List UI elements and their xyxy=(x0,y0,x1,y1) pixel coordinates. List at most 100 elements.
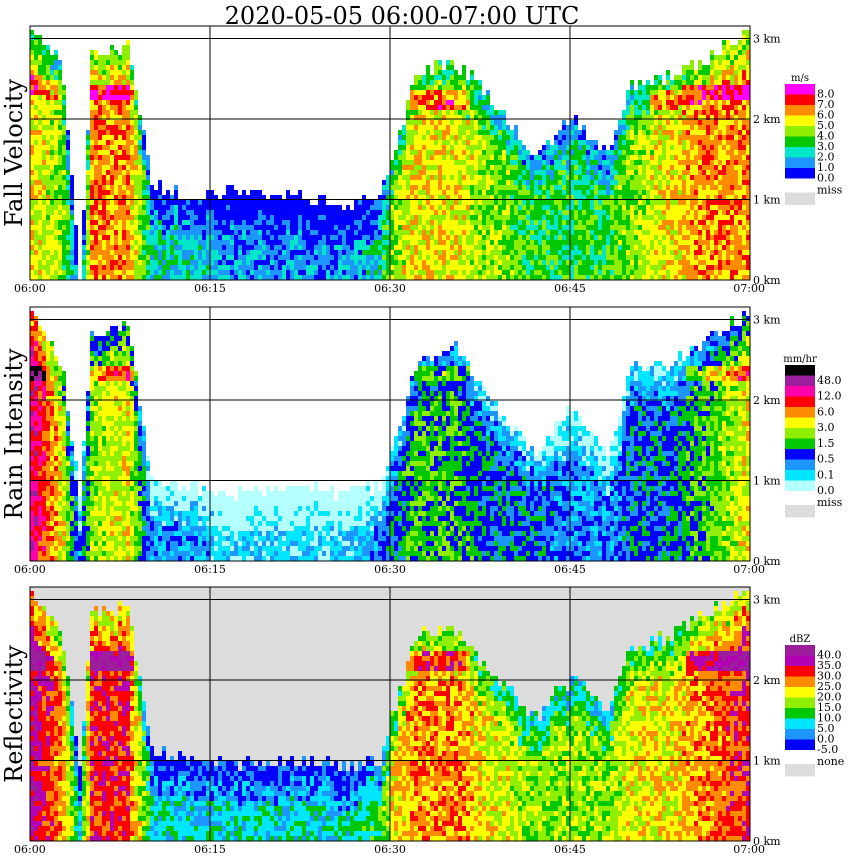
heatmap-cell xyxy=(702,100,706,105)
heatmap-cell xyxy=(490,195,494,200)
heatmap-cell xyxy=(162,255,166,260)
heatmap-cell xyxy=(118,170,122,175)
heatmap-cell xyxy=(118,275,122,280)
heatmap-cell xyxy=(118,180,122,185)
heatmap-cell xyxy=(654,275,658,280)
heatmap-cell xyxy=(698,105,702,110)
heatmap-cell xyxy=(446,165,450,170)
heatmap-cell xyxy=(418,200,422,205)
heatmap-cell xyxy=(530,275,534,280)
heatmap-cell xyxy=(110,140,114,145)
heatmap-cell xyxy=(206,250,210,255)
heatmap-cell xyxy=(542,165,546,170)
heatmap-cell xyxy=(622,225,626,230)
heatmap-cell xyxy=(542,245,546,250)
heatmap-cell xyxy=(114,60,118,65)
heatmap-cell xyxy=(402,215,406,220)
heatmap-cell xyxy=(274,275,278,280)
heatmap-cell xyxy=(426,110,430,115)
heatmap-cell xyxy=(390,265,394,270)
heatmap-cell xyxy=(686,125,690,130)
heatmap-cell xyxy=(694,170,698,175)
heatmap-cell xyxy=(54,140,58,145)
heatmap-cell xyxy=(630,220,634,225)
heatmap-cell xyxy=(458,195,462,200)
heatmap-cell xyxy=(694,255,698,260)
heatmap-cell xyxy=(238,245,242,250)
heatmap-cell xyxy=(630,110,634,115)
heatmap-cell xyxy=(166,255,170,260)
heatmap-cell xyxy=(514,155,518,160)
heatmap-cell xyxy=(466,100,470,105)
heatmap-cell xyxy=(278,230,282,235)
heatmap-cell xyxy=(446,225,450,230)
heatmap-cell xyxy=(550,180,554,185)
heatmap-cell xyxy=(702,105,706,110)
heatmap-cell xyxy=(430,160,434,165)
heatmap-cell xyxy=(526,190,530,195)
heatmap-cell xyxy=(50,185,54,190)
heatmap-cell xyxy=(110,265,114,270)
heatmap-cell xyxy=(354,220,358,225)
heatmap-cell xyxy=(30,205,34,210)
heatmap-cell xyxy=(102,270,106,275)
heatmap-cell xyxy=(114,90,118,95)
heatmap-cell xyxy=(614,210,618,215)
heatmap-cell xyxy=(58,100,62,105)
heatmap-cell xyxy=(690,110,694,115)
heatmap-cell xyxy=(94,185,98,190)
heatmap-cell xyxy=(186,230,190,235)
heatmap-cell xyxy=(410,245,414,250)
heatmap-cell xyxy=(582,160,586,165)
heatmap-cell xyxy=(706,265,710,270)
heatmap-cell xyxy=(114,195,118,200)
heatmap-cell xyxy=(46,245,50,250)
heatmap-cell xyxy=(702,90,706,95)
heatmap-cell xyxy=(298,225,302,230)
heatmap-cell xyxy=(42,240,46,245)
heatmap-cell xyxy=(530,230,534,235)
heatmap-cell xyxy=(214,220,218,225)
heatmap-cell xyxy=(546,270,550,275)
heatmap-cell xyxy=(38,110,42,115)
heatmap-cell xyxy=(606,260,610,265)
heatmap-cell xyxy=(202,210,206,215)
heatmap-cell xyxy=(506,195,510,200)
heatmap-cell xyxy=(466,165,470,170)
heatmap-cell xyxy=(426,165,430,170)
heatmap-cell xyxy=(570,215,574,220)
heatmap-cell xyxy=(178,200,182,205)
heatmap-cell xyxy=(470,105,474,110)
heatmap-cell xyxy=(82,270,86,275)
heatmap-cell xyxy=(370,230,374,235)
heatmap-cell xyxy=(174,265,178,270)
heatmap-cell xyxy=(594,155,598,160)
heatmap-cell xyxy=(122,205,126,210)
heatmap-cell xyxy=(446,265,450,270)
heatmap-cell xyxy=(434,185,438,190)
heatmap-cell xyxy=(394,200,398,205)
heatmap-cell xyxy=(394,225,398,230)
heatmap-cell xyxy=(106,275,110,280)
heatmap-cell xyxy=(678,165,682,170)
heatmap-cell xyxy=(110,230,114,235)
heatmap-cell xyxy=(618,210,622,215)
heatmap-cell xyxy=(566,275,570,280)
heatmap-cell xyxy=(470,200,474,205)
heatmap-cell xyxy=(514,170,518,175)
heatmap-cell xyxy=(126,75,130,80)
heatmap-cell xyxy=(282,265,286,270)
heatmap-cell xyxy=(410,175,414,180)
heatmap-cell xyxy=(66,260,70,265)
heatmap-cell xyxy=(550,240,554,245)
heatmap-cell xyxy=(242,205,246,210)
heatmap-cell xyxy=(706,170,710,175)
heatmap-cell xyxy=(426,245,430,250)
heatmap-cell xyxy=(358,225,362,230)
heatmap-cell xyxy=(662,190,666,195)
heatmap-cell xyxy=(306,260,310,265)
heatmap-cell xyxy=(502,145,506,150)
heatmap-cell xyxy=(570,200,574,205)
heatmap-cell xyxy=(62,160,66,165)
heatmap-cell xyxy=(462,175,466,180)
